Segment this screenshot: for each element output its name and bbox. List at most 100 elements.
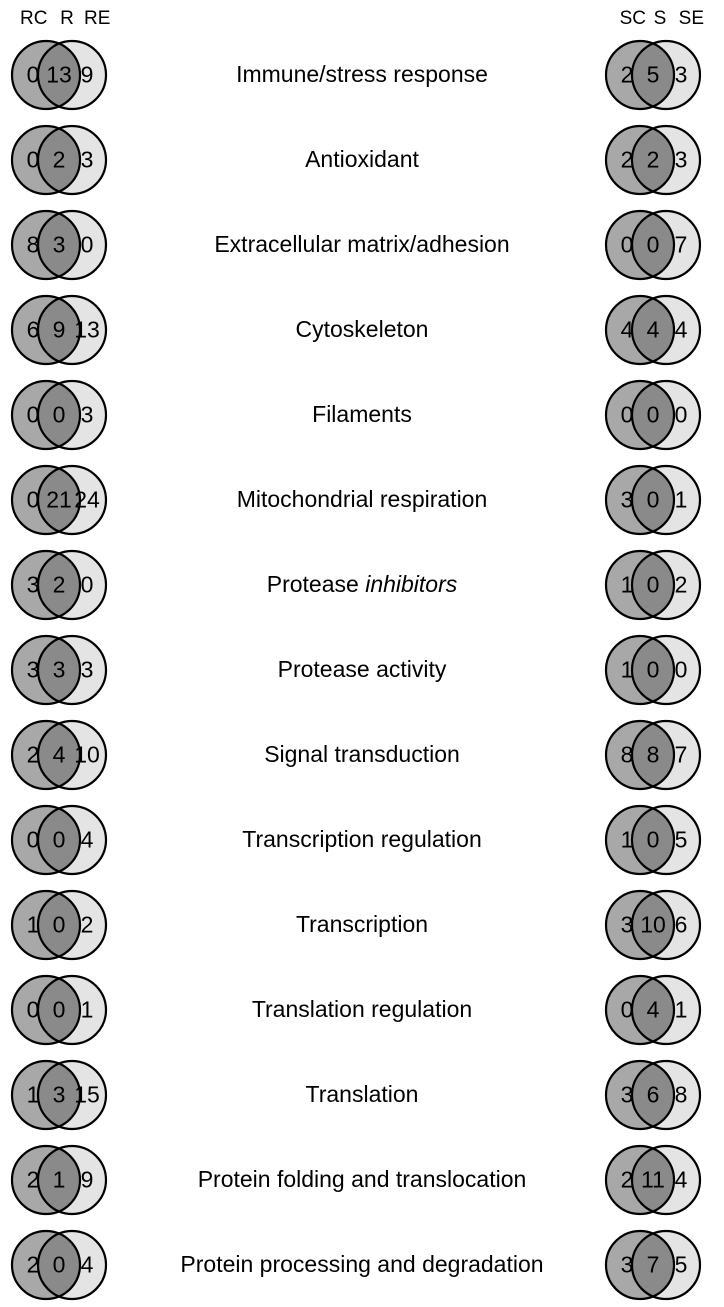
category-row: 004Transcription regulation 105	[0, 797, 724, 882]
category-row: 320Protease inhibitors 102	[0, 542, 724, 627]
venn-value: 9	[81, 63, 94, 86]
venn-diagram-right: 105	[604, 800, 714, 880]
venn-diagram-left: 219	[10, 1140, 120, 1220]
header-label: RC	[20, 8, 50, 32]
venn-value: 6	[675, 913, 688, 936]
venn-value: 6	[647, 1083, 660, 1106]
venn-diagram-left: 320	[10, 545, 120, 625]
venn-value: 1	[675, 488, 688, 511]
venn-value: 3	[675, 148, 688, 171]
category-row: 204Protein processing and degradation 37…	[0, 1222, 724, 1307]
venn-value: 3	[621, 488, 634, 511]
venn-diagram-right: 368	[604, 1055, 714, 1135]
venn-value: 0	[27, 148, 40, 171]
venn-value: 3	[621, 1253, 634, 1276]
venn-value: 3	[53, 1083, 66, 1106]
venn-diagram-right: 444	[604, 290, 714, 370]
venn-value: 3	[53, 233, 66, 256]
venn-value: 0	[675, 658, 688, 681]
venn-value: 2	[53, 148, 66, 171]
venn-value: 1	[53, 1168, 66, 1191]
category-row: 830Extracellular matrix/adhesion 007	[0, 202, 724, 287]
category-row: 1315Translation 368	[0, 1052, 724, 1137]
category-row: 02124Mitochondrial respiration 301	[0, 457, 724, 542]
venn-value: 9	[53, 318, 66, 341]
venn-diagram-right: 100	[604, 630, 714, 710]
venn-diagram-right: 007	[604, 205, 714, 285]
venn-value: 1	[621, 828, 634, 851]
venn-value: 0	[647, 488, 660, 511]
venn-value: 2	[53, 573, 66, 596]
venn-diagram-right: 223	[604, 120, 714, 200]
venn-value: 0	[647, 828, 660, 851]
venn-value: 5	[675, 1253, 688, 1276]
venn-value: 0	[53, 1253, 66, 1276]
header-label: S	[650, 8, 670, 32]
category-label: Cytoskeleton	[120, 316, 604, 343]
venn-value: 13	[46, 63, 72, 86]
venn-value: 3	[81, 403, 94, 426]
venn-value: 0	[647, 403, 660, 426]
category-row: 6913Cytoskeleton 444	[0, 287, 724, 372]
venn-value: 0	[53, 403, 66, 426]
venn-value: 4	[53, 743, 66, 766]
venn-value: 1	[621, 573, 634, 596]
venn-value: 0	[53, 913, 66, 936]
venn-diagram-right: 102	[604, 545, 714, 625]
category-label: Protein processing and degradation	[120, 1251, 604, 1278]
venn-diagram-left: 004	[10, 800, 120, 880]
venn-value: 1	[27, 1083, 40, 1106]
venn-value: 1	[27, 913, 40, 936]
category-label: Signal transduction	[120, 741, 604, 768]
venn-value: 24	[74, 488, 100, 511]
venn-diagram-left: 102	[10, 885, 120, 965]
venn-value: 21	[46, 488, 72, 511]
venn-diagram-left: 333	[10, 630, 120, 710]
venn-value: 8	[621, 743, 634, 766]
venn-value: 2	[621, 1168, 634, 1191]
venn-value: 10	[74, 743, 100, 766]
venn-value: 2	[27, 1253, 40, 1276]
venn-value: 4	[647, 998, 660, 1021]
venn-value: 2	[621, 63, 634, 86]
venn-value: 0	[647, 658, 660, 681]
category-label: Filaments	[120, 401, 604, 428]
venn-value: 0	[27, 488, 40, 511]
venn-value: 3	[675, 63, 688, 86]
category-row: 001Translation regulation 041	[0, 967, 724, 1052]
venn-value: 3	[621, 913, 634, 936]
category-row: 2410Signal transduction 887	[0, 712, 724, 797]
category-label: Translation regulation	[120, 996, 604, 1023]
venn-diagram-left: 204	[10, 1225, 120, 1305]
venn-value: 0	[27, 998, 40, 1021]
venn-value: 0	[27, 63, 40, 86]
venn-value: 4	[675, 318, 688, 341]
venn-value: 4	[675, 1168, 688, 1191]
venn-value: 0	[621, 233, 634, 256]
venn-value: 0	[53, 998, 66, 1021]
venn-value: 4	[81, 1253, 94, 1276]
venn-value: 7	[675, 233, 688, 256]
category-label: Transcription	[120, 911, 604, 938]
venn-diagram-left: 13 15	[10, 1055, 120, 1135]
category-label: Immune/stress response	[120, 61, 604, 88]
venn-value: 13	[74, 318, 100, 341]
category-label: Antioxidant	[120, 146, 604, 173]
category-row: 023Antioxidant 223	[0, 117, 724, 202]
venn-value: 7	[647, 1253, 660, 1276]
venn-value: 5	[675, 828, 688, 851]
venn-value: 7	[675, 743, 688, 766]
venn-value: 8	[27, 233, 40, 256]
category-label: Translation	[120, 1081, 604, 1108]
venn-value: 5	[647, 63, 660, 86]
venn-value: 0	[81, 233, 94, 256]
venn-value: 0	[647, 573, 660, 596]
venn-value: 2	[27, 1168, 40, 1191]
venn-value: 3	[621, 1083, 634, 1106]
venn-value: 15	[74, 1083, 100, 1106]
venn-value: 0	[621, 403, 634, 426]
venn-value: 2	[621, 148, 634, 171]
venn-diagram-left: 6913	[10, 290, 120, 370]
venn-diagram-left: 2410	[10, 715, 120, 795]
venn-value: 1	[675, 998, 688, 1021]
